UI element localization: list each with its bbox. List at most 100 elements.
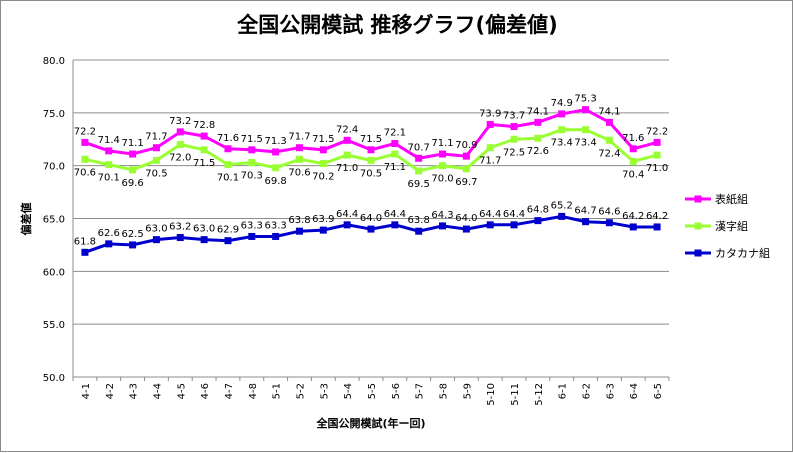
data-point [510,221,518,229]
data-point [105,161,113,169]
x-tick-label: 4-4 [152,383,163,399]
data-label: 72.8 [193,120,215,131]
data-point [582,106,590,114]
data-label: 63.3 [241,220,263,231]
data-point [415,227,423,235]
data-point [224,237,232,245]
data-label: 71.0 [336,163,358,174]
data-point [176,141,184,149]
legend-label: 表紙組 [715,192,748,206]
data-point [439,222,447,230]
legend-swatch-marker [694,222,702,230]
data-label: 70.3 [241,170,263,181]
x-tick-label: 5-2 [295,383,306,399]
data-label: 71.5 [312,134,334,145]
data-label: 64.7 [574,206,596,217]
data-label: 71.1 [431,138,453,149]
y-tick-label: 70.0 [43,162,65,173]
data-point [439,162,447,170]
data-point [653,151,661,159]
data-label: 72.4 [598,148,620,159]
data-label: 64.4 [479,209,501,220]
data-label: 69.5 [408,179,430,190]
data-label: 70.6 [74,167,96,178]
data-point [105,240,113,248]
data-label: 71.5 [241,134,263,145]
data-point [129,150,137,158]
data-label: 70.5 [360,168,382,179]
data-label: 71.5 [193,158,215,169]
data-point [81,138,89,146]
data-point [486,221,494,229]
data-point [510,135,518,143]
x-tick-label: 6-4 [629,383,640,399]
data-point [486,120,494,128]
x-tick-label: 5-4 [343,383,354,399]
data-point [510,123,518,131]
data-label: 64.6 [598,207,620,218]
data-point [272,148,280,156]
data-label: 71.0 [646,163,668,174]
data-point [605,118,613,126]
legend-swatch-marker [694,195,702,203]
x-tick-label: 5-11 [510,383,521,406]
y-tick-label: 65.0 [43,215,65,226]
data-label: 73.7 [503,111,525,122]
data-point [248,158,256,166]
data-point [653,138,661,146]
data-label: 70.6 [288,167,310,178]
data-point [367,146,375,154]
data-label: 72.4 [336,124,358,135]
data-point [462,225,470,233]
chart-title: 全国公開模試 推移グラフ(偏差値) [237,13,558,37]
data-point [343,136,351,144]
data-point [534,118,542,126]
x-tick-label: 5-10 [486,383,497,406]
data-point [367,156,375,164]
data-point [343,151,351,159]
data-point [224,145,232,153]
data-point [415,167,423,175]
y-tick-label: 75.0 [43,109,65,120]
data-point [200,146,208,154]
data-label: 64.2 [646,211,668,222]
data-point [224,161,232,169]
data-point [319,146,327,154]
data-label: 71.7 [145,132,167,143]
data-label: 72.1 [384,127,406,138]
x-tick-label: 4-5 [176,383,187,399]
data-label: 71.6 [622,133,644,144]
data-point [319,160,327,168]
data-label: 74.1 [527,106,549,117]
data-point [129,166,137,174]
data-point [81,155,89,163]
data-point [391,150,399,158]
data-point [439,150,447,158]
data-point [605,136,613,144]
data-point [248,232,256,240]
x-tick-label: 5-8 [439,383,450,399]
data-point [152,156,160,164]
data-label: 72.6 [527,146,549,157]
data-label: 65.2 [551,200,573,211]
data-point [582,218,590,226]
x-tick-label: 4-1 [81,383,92,399]
data-label: 62.9 [217,225,239,236]
data-label: 64.3 [431,210,453,221]
data-label: 71.7 [479,156,501,167]
data-label: 72.2 [74,126,96,137]
data-label: 69.6 [121,178,143,189]
data-label: 63.8 [288,215,310,226]
data-label: 70.1 [217,173,239,184]
data-label: 71.1 [384,162,406,173]
data-point [81,248,89,256]
y-tick-label: 80.0 [43,56,65,67]
x-tick-label: 4-3 [129,383,140,399]
data-label: 69.7 [455,177,477,188]
data-point [582,126,590,134]
data-point [391,139,399,147]
x-tick-label: 5-7 [415,383,426,399]
data-label: 73.9 [479,108,501,119]
